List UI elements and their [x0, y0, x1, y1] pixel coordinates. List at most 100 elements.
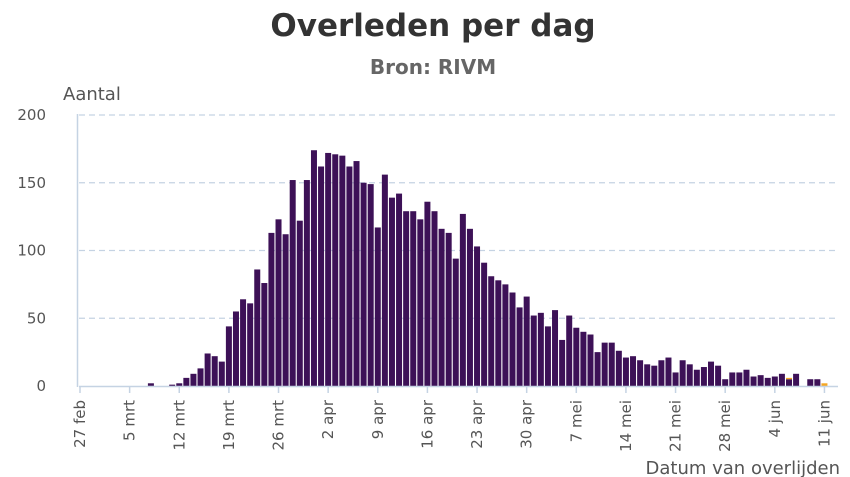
y-tick-label: 50: [27, 309, 46, 327]
bar: 27 apr: 75: [502, 284, 509, 386]
x-tick-label: 5 mrt: [121, 400, 139, 441]
x-axis-ticks: 27 feb 5 mrt 12 mrt 19 mrt 26 mrt 2 apr 9 apr 1…: [71, 387, 833, 452]
bar: 30 apr: 66: [523, 296, 530, 386]
bar: 23 apr: 103: [474, 246, 481, 386]
bar: 23 mei: 16: [686, 364, 693, 386]
x-tick-label: 27 feb: [71, 400, 89, 448]
bar: 12 mei: 32: [608, 342, 615, 386]
bar: 19 mrt: 44: [225, 326, 232, 386]
bar: 6 apr: 166: [353, 161, 360, 386]
bar: 31 mei: 12: [743, 369, 750, 386]
bar: 10 mei: 25: [594, 352, 601, 386]
bar: 5 mei: 34: [559, 339, 566, 386]
bar: 29 mrt: 122: [296, 220, 303, 386]
bar: 24 apr: 91: [481, 262, 488, 386]
x-tick-label: 19 mrt: [220, 400, 238, 451]
bar: 21 mrt: 64: [240, 299, 247, 386]
x-tick-label: 7 mei: [567, 400, 585, 442]
x-tick-label: 30 apr: [518, 399, 536, 449]
bar: 26 mrt: 123: [275, 219, 282, 386]
bar: 1 jun: 7: [750, 376, 757, 386]
x-tick-label: 16 apr: [418, 399, 436, 449]
y-axis-ticks: 0 50 100 150 200: [17, 106, 46, 395]
bar: 16 mrt: 24: [204, 353, 211, 386]
bar: 28 mei: 5: [722, 379, 729, 386]
bar: 18 apr: 116: [438, 228, 445, 386]
bar: 25 apr: 81: [488, 276, 495, 386]
bar: 14 mei: 21: [622, 357, 629, 386]
bar: 28 mrt: 152: [289, 180, 296, 386]
bar: 1 apr: 162: [318, 166, 325, 386]
bar: 29 apr: 58: [516, 307, 523, 386]
bar: 14 mrt: 9: [190, 373, 197, 386]
bar: 13 mrt: 6: [183, 377, 190, 386]
y-tick-label: 100: [17, 242, 46, 260]
bar: 18 mei: 15: [651, 365, 658, 386]
bar: 17 apr: 129: [431, 211, 438, 386]
bar: 6 jun: 5: [786, 379, 792, 386]
y-tick-label: 150: [17, 174, 46, 192]
bar: 26 apr: 78: [495, 280, 502, 386]
bar: 30 mrt: 152: [303, 180, 310, 386]
bar: 19 apr: 113: [445, 232, 452, 386]
bar: 8 mei: 40: [580, 331, 587, 386]
x-tick-label: 11 jun: [815, 400, 833, 447]
bar: 21 apr: 127: [459, 213, 466, 386]
bar: 20 apr: 94: [452, 258, 459, 386]
bar: 22 apr: 116: [466, 228, 473, 386]
bar: 10 apr: 156: [381, 174, 388, 386]
gridlines: [79, 114, 838, 319]
bar: 5 jun: 9: [778, 373, 785, 386]
chart-title: Overleden per dag: [270, 8, 595, 44]
bar: 24 mei: 12: [693, 369, 700, 386]
chart-subtitle: Bron: RIVM: [370, 55, 496, 79]
bar: 13 apr: 129: [403, 211, 410, 386]
bar: 7 mei: 43: [573, 327, 580, 386]
bar: 11 apr: 139: [388, 197, 395, 386]
bar: 4 jun: 7: [771, 376, 778, 386]
x-tick-label: 21 mei: [667, 400, 685, 452]
bar: 2 jun: 8: [757, 375, 764, 386]
x-tick-label: 26 mrt: [270, 400, 288, 451]
bar: 20 mrt: 55: [232, 311, 239, 386]
bar: 7 apr: 150: [360, 182, 367, 386]
bar: 12 apr: 142: [396, 193, 403, 386]
x-tick-label: 4 jun: [766, 400, 784, 438]
y-axis-title: Aantal: [63, 84, 121, 105]
bar: 16 apr: 136: [424, 201, 431, 386]
bar: 16 mei: 19: [637, 360, 644, 386]
bar: 9 apr: 117: [374, 227, 381, 386]
bar: 4 mei: 56: [552, 310, 559, 386]
bar: 3 mei: 44: [544, 326, 551, 386]
bar: 10 jun: 5: [814, 379, 821, 386]
bar: 2 mei: 54: [537, 312, 544, 386]
bar: 14 apr: 129: [410, 211, 417, 386]
bar: 13 mei: 26: [615, 350, 622, 386]
bar: 6 mei: 52: [566, 315, 573, 386]
bar: 31 mrt: 174: [310, 150, 317, 386]
bar: 22 mei: 19: [679, 360, 686, 386]
bar: 20 mei: 21: [665, 357, 672, 386]
bar: 26 mei: 18: [708, 361, 715, 386]
x-tick-label: 23 apr: [468, 399, 486, 449]
bar: 30 mei: 10: [736, 372, 743, 386]
bar: 5 apr: 162: [346, 166, 353, 386]
y-tick-label: 0: [36, 377, 46, 395]
bar: 25 mrt: 113: [268, 232, 275, 386]
bar: 29 mei: 10: [729, 372, 736, 386]
bar: 12 mrt: 2: [176, 383, 183, 386]
bar: 9 jun: 5: [807, 379, 814, 386]
bar: 3 jun: 6: [764, 377, 771, 386]
x-tick-label: 12 mrt: [170, 400, 188, 451]
bar: 11 mrt: 1: [169, 384, 176, 386]
bar: 15 mei: 22: [630, 356, 637, 386]
bar: 24 mrt: 76: [261, 283, 268, 386]
bar: 8 apr: 149: [367, 184, 374, 386]
bar: 17 mei: 16: [644, 364, 651, 386]
x-tick-label: 9 apr: [369, 399, 387, 439]
bar: 28 apr: 69: [509, 292, 516, 386]
bars: 8 mrt: 2 11 mrt: 112 mrt: 213 mrt: 614 mr…: [147, 150, 828, 386]
y-tick-label: 200: [17, 106, 46, 124]
bar-recent: 11 jun: 2: [821, 383, 828, 386]
